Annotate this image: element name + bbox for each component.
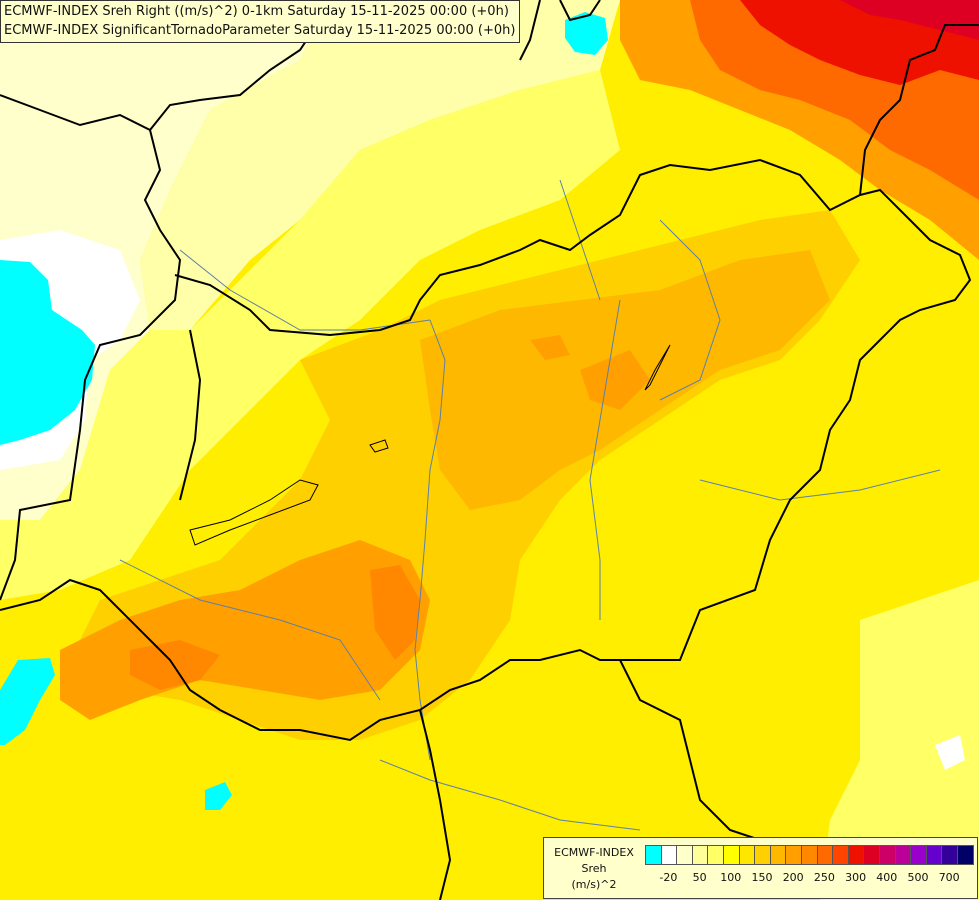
map-title-line-2: ECMWF-INDEX SignificantTornadoParameter … [4, 23, 516, 38]
legend-tick-label: 700 [938, 871, 960, 884]
rivers [119, 179, 941, 831]
legend-swatch [691, 845, 709, 865]
legend-swatch [785, 845, 802, 865]
field-crimson-northeast [840, 0, 979, 40]
field-pale-east [820, 580, 979, 900]
lake-outlines [189, 344, 671, 546]
legend-tick-label: -20 [659, 871, 678, 884]
legend-swatch [676, 845, 693, 865]
legend-swatch [801, 845, 818, 865]
legend-tick-label: 50 [692, 871, 707, 884]
legend-title: ECMWF-INDEX [554, 846, 634, 859]
field-deep-orange-south [130, 565, 420, 690]
legend-swatch [847, 845, 865, 865]
legend-tick-label: 300 [845, 871, 867, 884]
legend-swatch [645, 845, 662, 865]
legend-swatch [894, 845, 912, 865]
legend-swatch [816, 845, 834, 865]
legend-tick-label: 500 [907, 871, 929, 884]
legend-swatch [707, 845, 724, 865]
map-title-line-1: ECMWF-INDEX Sreh Right ((m/s)^2) 0-1km S… [4, 4, 509, 19]
legend-tick-label: 200 [782, 871, 804, 884]
field-cyan-south [205, 782, 232, 810]
legend-tick-label: 100 [720, 871, 742, 884]
field-cyan-southwest [0, 658, 55, 745]
legend-unit: (m/s)^2 [571, 878, 617, 891]
legend-swatch [910, 845, 927, 865]
legend-swatch [941, 845, 958, 865]
legend-swatch [879, 845, 896, 865]
legend-swatch [769, 845, 787, 865]
field-cyan-north [565, 12, 608, 55]
legend-swatch [754, 845, 771, 865]
map-title-box: ECMWF-INDEX Sreh Right ((m/s)^2) 0-1km S… [0, 0, 521, 43]
legend-swatch [660, 845, 678, 865]
legend-variable: Sreh [581, 862, 607, 875]
legend-tick-label: 150 [751, 871, 773, 884]
field-deep-orange-center [530, 335, 650, 410]
field-white-east [935, 735, 965, 770]
color-legend: ECMWF-INDEX Sreh (m/s)^2 -20 50 100 150 200 2… [543, 837, 978, 899]
legend-swatch [738, 845, 756, 865]
legend-swatch [832, 845, 849, 865]
legend-swatch [925, 845, 943, 865]
legend-swatch [957, 845, 974, 865]
legend-tick-label: 400 [876, 871, 898, 884]
legend-swatch [863, 845, 880, 865]
legend-tick-label: 250 [813, 871, 835, 884]
field-light-yellow [0, 70, 620, 600]
field-cyan-west [0, 260, 95, 445]
field-pale-north [140, 0, 620, 330]
legend-swatch [723, 845, 740, 865]
